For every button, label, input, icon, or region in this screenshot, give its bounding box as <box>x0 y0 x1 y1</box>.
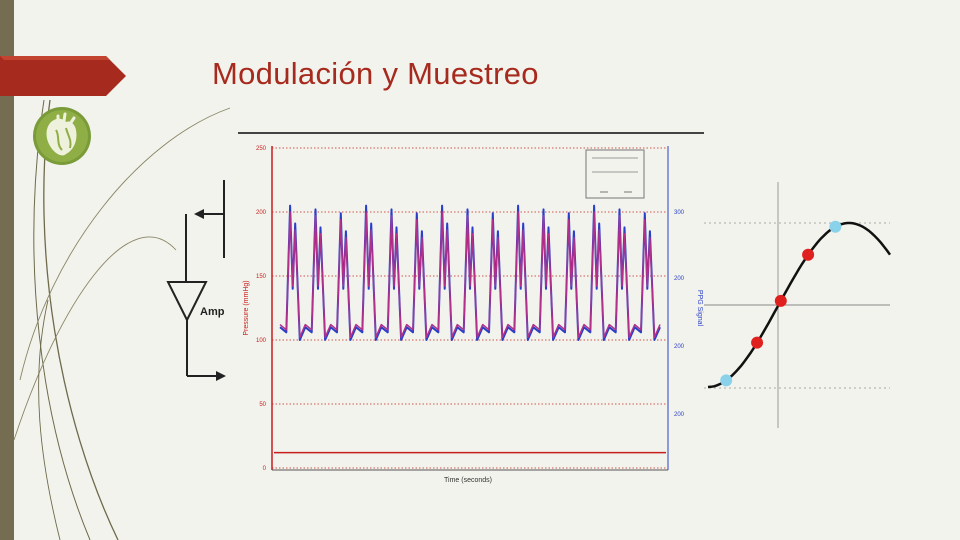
y-tick-label: 150 <box>256 274 267 280</box>
amplifier-label: Amp <box>200 306 225 318</box>
chart-xlabel: Time (seconds) <box>444 477 492 484</box>
pressure-chart: 250 200 150 100 50 0 300 200 200 200 Time (secon… <box>238 132 704 484</box>
sample-point <box>774 294 787 307</box>
y-tick-label: 100 <box>256 338 267 344</box>
sine-wave <box>707 221 892 389</box>
y-tick-label: 0 <box>263 466 267 472</box>
chart-series-line <box>279 211 661 339</box>
title-arrow-shape <box>0 56 126 96</box>
y-right-tick-label: 200 <box>674 412 685 418</box>
heart-anatomy-icon <box>33 107 91 165</box>
y-right-tick-label: 200 <box>674 344 685 350</box>
decorative-curves <box>13 99 231 540</box>
chart-ylabel-right: PPG Signal <box>696 290 703 327</box>
y-tick-label: 50 <box>259 402 266 408</box>
chart-ylabel: Pressure (mmHg) <box>243 280 250 335</box>
sample-point-min <box>720 374 733 387</box>
slide-title: Modulación y Muestreo <box>212 56 539 91</box>
y-tick-label: 200 <box>256 210 267 216</box>
sampling-diagram <box>704 182 892 428</box>
chart-series-line <box>279 204 661 341</box>
sample-point-max <box>829 220 842 233</box>
chart-legend-box <box>585 149 645 199</box>
sample-point <box>802 248 815 261</box>
y-tick-label: 250 <box>256 146 267 152</box>
amplifier-diagram <box>166 180 226 381</box>
y-right-tick-label: 300 <box>674 210 685 216</box>
y-right-tick-label: 200 <box>674 276 685 282</box>
sample-point <box>751 336 764 349</box>
left-accent-bar <box>0 0 14 540</box>
